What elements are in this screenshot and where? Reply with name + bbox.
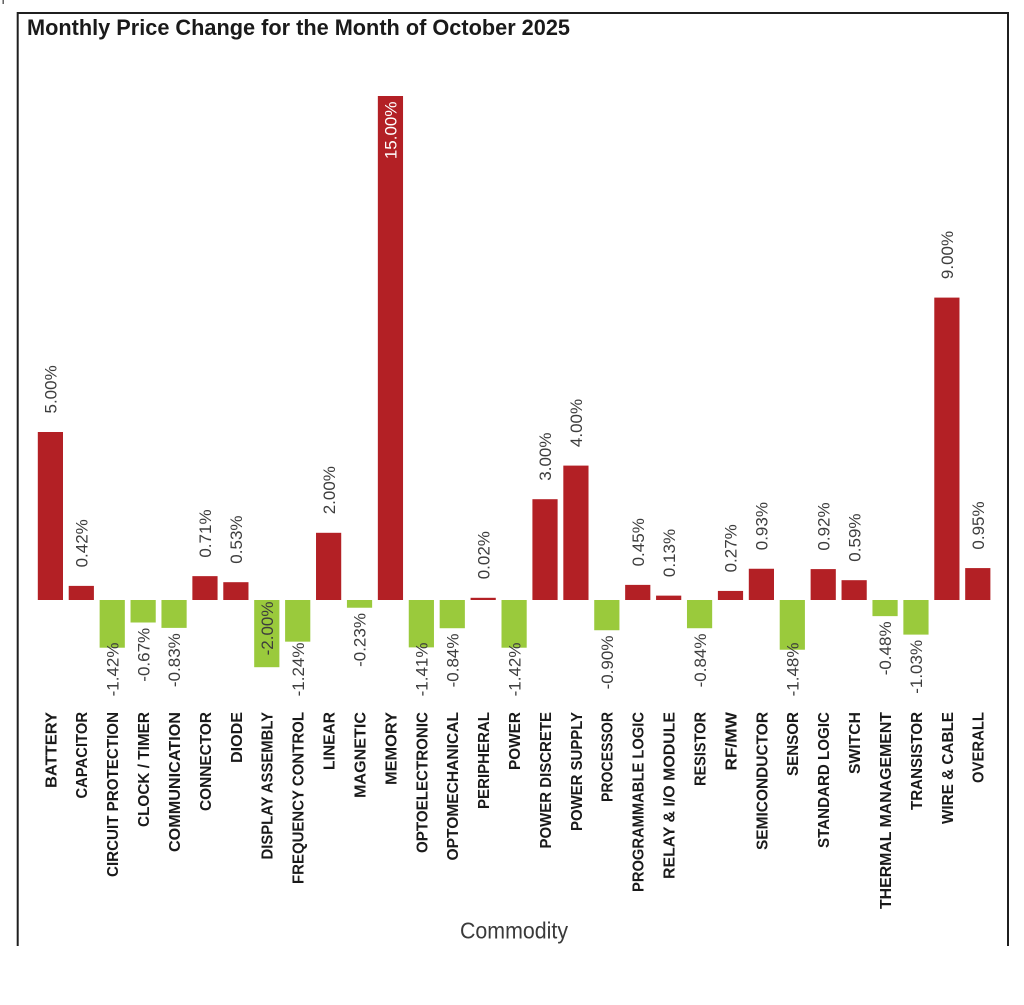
svg-text:Commodity: Commodity (460, 918, 568, 944)
svg-text:CONNECTOR: CONNECTOR (198, 712, 215, 811)
svg-text:-0.84%: -0.84% (443, 634, 462, 688)
svg-text:0.71%: 0.71% (196, 509, 215, 557)
svg-text:CLOCK / TIMER: CLOCK / TIMER (136, 712, 153, 827)
svg-text:-0.23%: -0.23% (351, 613, 370, 667)
svg-text:RESISTOR: RESISTOR (692, 712, 709, 786)
svg-text:0.59%: 0.59% (845, 513, 864, 561)
svg-text:POWER: POWER (507, 712, 524, 770)
svg-text:-1.42%: -1.42% (103, 643, 122, 697)
svg-text:FREQUENCY CONTROL: FREQUENCY CONTROL (291, 712, 308, 884)
svg-text:COMMUNICATION: COMMUNICATION (167, 712, 184, 852)
svg-text:PROGRAMMABLE LOGIC: PROGRAMMABLE LOGIC (631, 712, 648, 892)
svg-text:0.95%: 0.95% (969, 501, 988, 549)
svg-text:SENSOR: SENSOR (785, 712, 802, 776)
svg-text:PROCESSOR: PROCESSOR (600, 712, 617, 802)
svg-text:POWER DISCRETE: POWER DISCRETE (538, 712, 555, 849)
svg-text:0.92%: 0.92% (814, 502, 833, 550)
svg-text:-0.90%: -0.90% (598, 636, 617, 690)
svg-text:MEMORY: MEMORY (383, 712, 400, 785)
svg-text:-1.24%: -1.24% (289, 643, 308, 697)
svg-text:CAPACITOR: CAPACITOR (74, 712, 91, 799)
svg-text:SWITCH: SWITCH (847, 712, 864, 774)
svg-text:RELAY & I/O MODULE: RELAY & I/O MODULE (662, 712, 679, 879)
svg-text:-0.83%: -0.83% (165, 633, 184, 687)
svg-text:5.00%: 5.00% (42, 365, 61, 413)
svg-text:MAGNETIC: MAGNETIC (352, 712, 369, 798)
svg-text:LINEAR: LINEAR (322, 712, 339, 770)
svg-text:PERIPHERAL: PERIPHERAL (476, 712, 493, 809)
svg-text:OPTOMECHANICAL: OPTOMECHANICAL (445, 712, 462, 861)
svg-text:0.02%: 0.02% (474, 531, 493, 579)
svg-text:0.27%: 0.27% (722, 524, 741, 572)
svg-text:BATTERY: BATTERY (43, 712, 60, 788)
svg-text:-2.00%: -2.00% (258, 602, 277, 656)
svg-text:0.45%: 0.45% (629, 518, 648, 566)
svg-text:-1.48%: -1.48% (784, 643, 803, 697)
svg-text:POWER SUPPLY: POWER SUPPLY (569, 712, 586, 831)
svg-text:-1.41%: -1.41% (413, 643, 432, 697)
svg-text:-0.48%: -0.48% (876, 621, 895, 675)
svg-text:4.00%: 4.00% (567, 399, 586, 447)
svg-text:3.00%: 3.00% (536, 432, 555, 480)
svg-text:DIODE: DIODE (229, 712, 246, 763)
svg-text:OPTOELECTRONIC: OPTOELECTRONIC (414, 712, 431, 853)
svg-text:0.93%: 0.93% (753, 502, 772, 550)
svg-text:0.53%: 0.53% (227, 515, 246, 563)
svg-text:CIRCUIT PROTECTION: CIRCUIT PROTECTION (105, 712, 122, 877)
svg-text:15.00%: 15.00% (382, 102, 401, 160)
svg-text:-1.03%: -1.03% (907, 640, 926, 694)
svg-text:-0.84%: -0.84% (691, 634, 710, 688)
svg-text:-1.42%: -1.42% (505, 643, 524, 697)
svg-text:RF/MW: RF/MW (723, 711, 740, 770)
svg-text:0.13%: 0.13% (660, 529, 679, 577)
svg-text:SEMICONDUCTOR: SEMICONDUCTOR (754, 712, 771, 850)
svg-text:STANDARD LOGIC: STANDARD LOGIC (816, 712, 833, 848)
svg-text:THERMAL MANAGEMENT: THERMAL MANAGEMENT (878, 712, 895, 909)
svg-text:-0.67%: -0.67% (134, 628, 153, 682)
svg-text:Monthly Price Change for the M: Monthly Price Change for the Month of Oc… (27, 15, 570, 40)
svg-text:9.00%: 9.00% (938, 231, 957, 279)
svg-text:OVERALL: OVERALL (971, 712, 988, 783)
svg-text:DISPLAY ASSEMBLY: DISPLAY ASSEMBLY (260, 712, 277, 860)
svg-text:2.00%: 2.00% (320, 466, 339, 514)
svg-text:TRANSISTOR: TRANSISTOR (909, 712, 926, 810)
svg-text:0.42%: 0.42% (73, 519, 92, 567)
svg-text:WIRE & CABLE: WIRE & CABLE (940, 712, 957, 824)
